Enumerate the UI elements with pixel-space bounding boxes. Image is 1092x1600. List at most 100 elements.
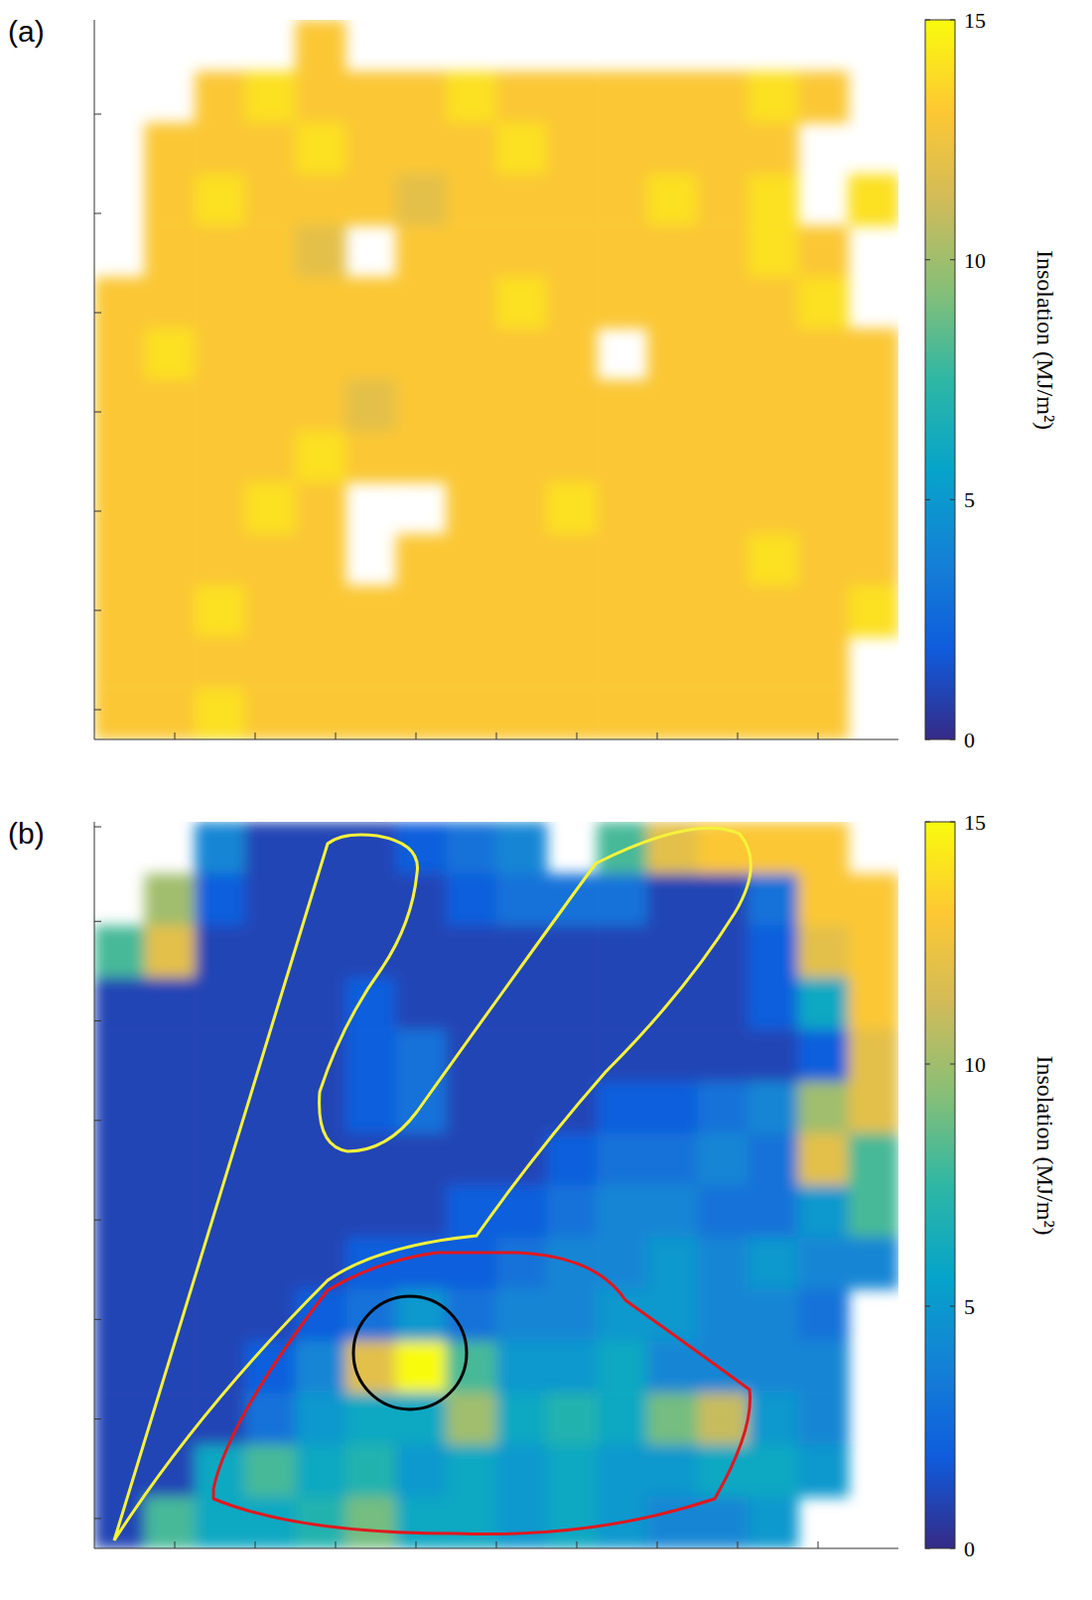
y-tick [94,1517,102,1519]
cell [697,1236,749,1290]
cell [445,687,497,740]
colorbar-tick [925,1306,931,1308]
cell [94,1133,145,1187]
colorbar-tick [950,259,956,261]
cell [546,636,598,688]
cell [747,225,799,277]
x-tick [496,1541,498,1549]
cell [295,687,347,740]
cell [396,380,447,432]
x-tick [255,732,257,740]
cell [194,1341,246,1394]
cell [94,328,145,381]
cell [295,926,347,979]
cell [747,687,799,740]
cell [94,926,145,979]
cell [245,1497,296,1549]
cell [546,123,598,175]
cell [345,821,397,875]
cell [194,173,246,226]
cell [546,977,598,1031]
cell [295,328,347,381]
cell [647,926,698,979]
cell [798,482,849,535]
cell [546,380,598,432]
cell [496,1444,547,1498]
cell [496,687,547,740]
y-tick [94,411,102,413]
colorbar-tick [950,499,956,501]
cell [295,71,347,124]
cell [345,1185,397,1238]
colorbar-tick [925,19,931,21]
cell [194,276,246,329]
cell [596,1185,648,1238]
cell [245,71,296,124]
cell [194,873,246,927]
cell [647,1081,698,1134]
cell [345,328,397,381]
cell [295,977,347,1031]
cell [396,821,447,875]
cell [94,1289,145,1343]
cell [295,123,347,175]
cell [496,328,547,381]
cell [345,276,397,329]
cell [396,636,447,688]
cell [345,173,397,226]
cell [496,1341,547,1394]
cell [697,1444,749,1498]
cell [596,977,648,1031]
colorbar-tick-label: 0 [963,727,975,753]
cell [245,1289,296,1343]
cell [144,328,196,381]
x-tick [496,732,498,740]
cell [396,585,447,638]
cells [94,821,899,1549]
cell [496,1133,547,1187]
cell [194,123,246,175]
cell [94,1392,145,1446]
cell [847,534,899,586]
cell [546,482,598,535]
cell [647,1497,698,1549]
cell [445,821,497,875]
cell [445,1392,497,1446]
cell [144,430,196,483]
colorbar-tick [950,739,956,741]
cell [144,380,196,432]
cell [245,534,296,586]
cell [596,71,648,124]
cell [647,1133,698,1187]
colorbar-tick [950,1548,956,1550]
cell [747,1133,799,1187]
cell [295,276,347,329]
cell [245,328,296,381]
cell [144,123,196,175]
colorbar-tick [950,1064,956,1066]
cell [245,380,296,432]
cell [245,1133,296,1187]
cell [445,430,497,483]
y-tick [94,1020,102,1022]
cell [94,482,145,535]
cell [847,482,899,535]
cell [345,687,397,740]
cell [697,1081,749,1134]
cell [396,1133,447,1187]
cell [697,482,749,535]
cell [396,71,447,124]
y-tick [94,1119,102,1121]
cell [546,1133,598,1187]
cell [647,276,698,329]
cell [496,1497,547,1549]
cell [798,276,849,329]
cell [697,173,749,226]
cell [345,1444,397,1498]
cell [94,636,145,688]
plot-area [94,19,899,740]
cell [747,1444,799,1498]
cell [496,585,547,638]
cell [596,380,648,432]
cell [697,430,749,483]
